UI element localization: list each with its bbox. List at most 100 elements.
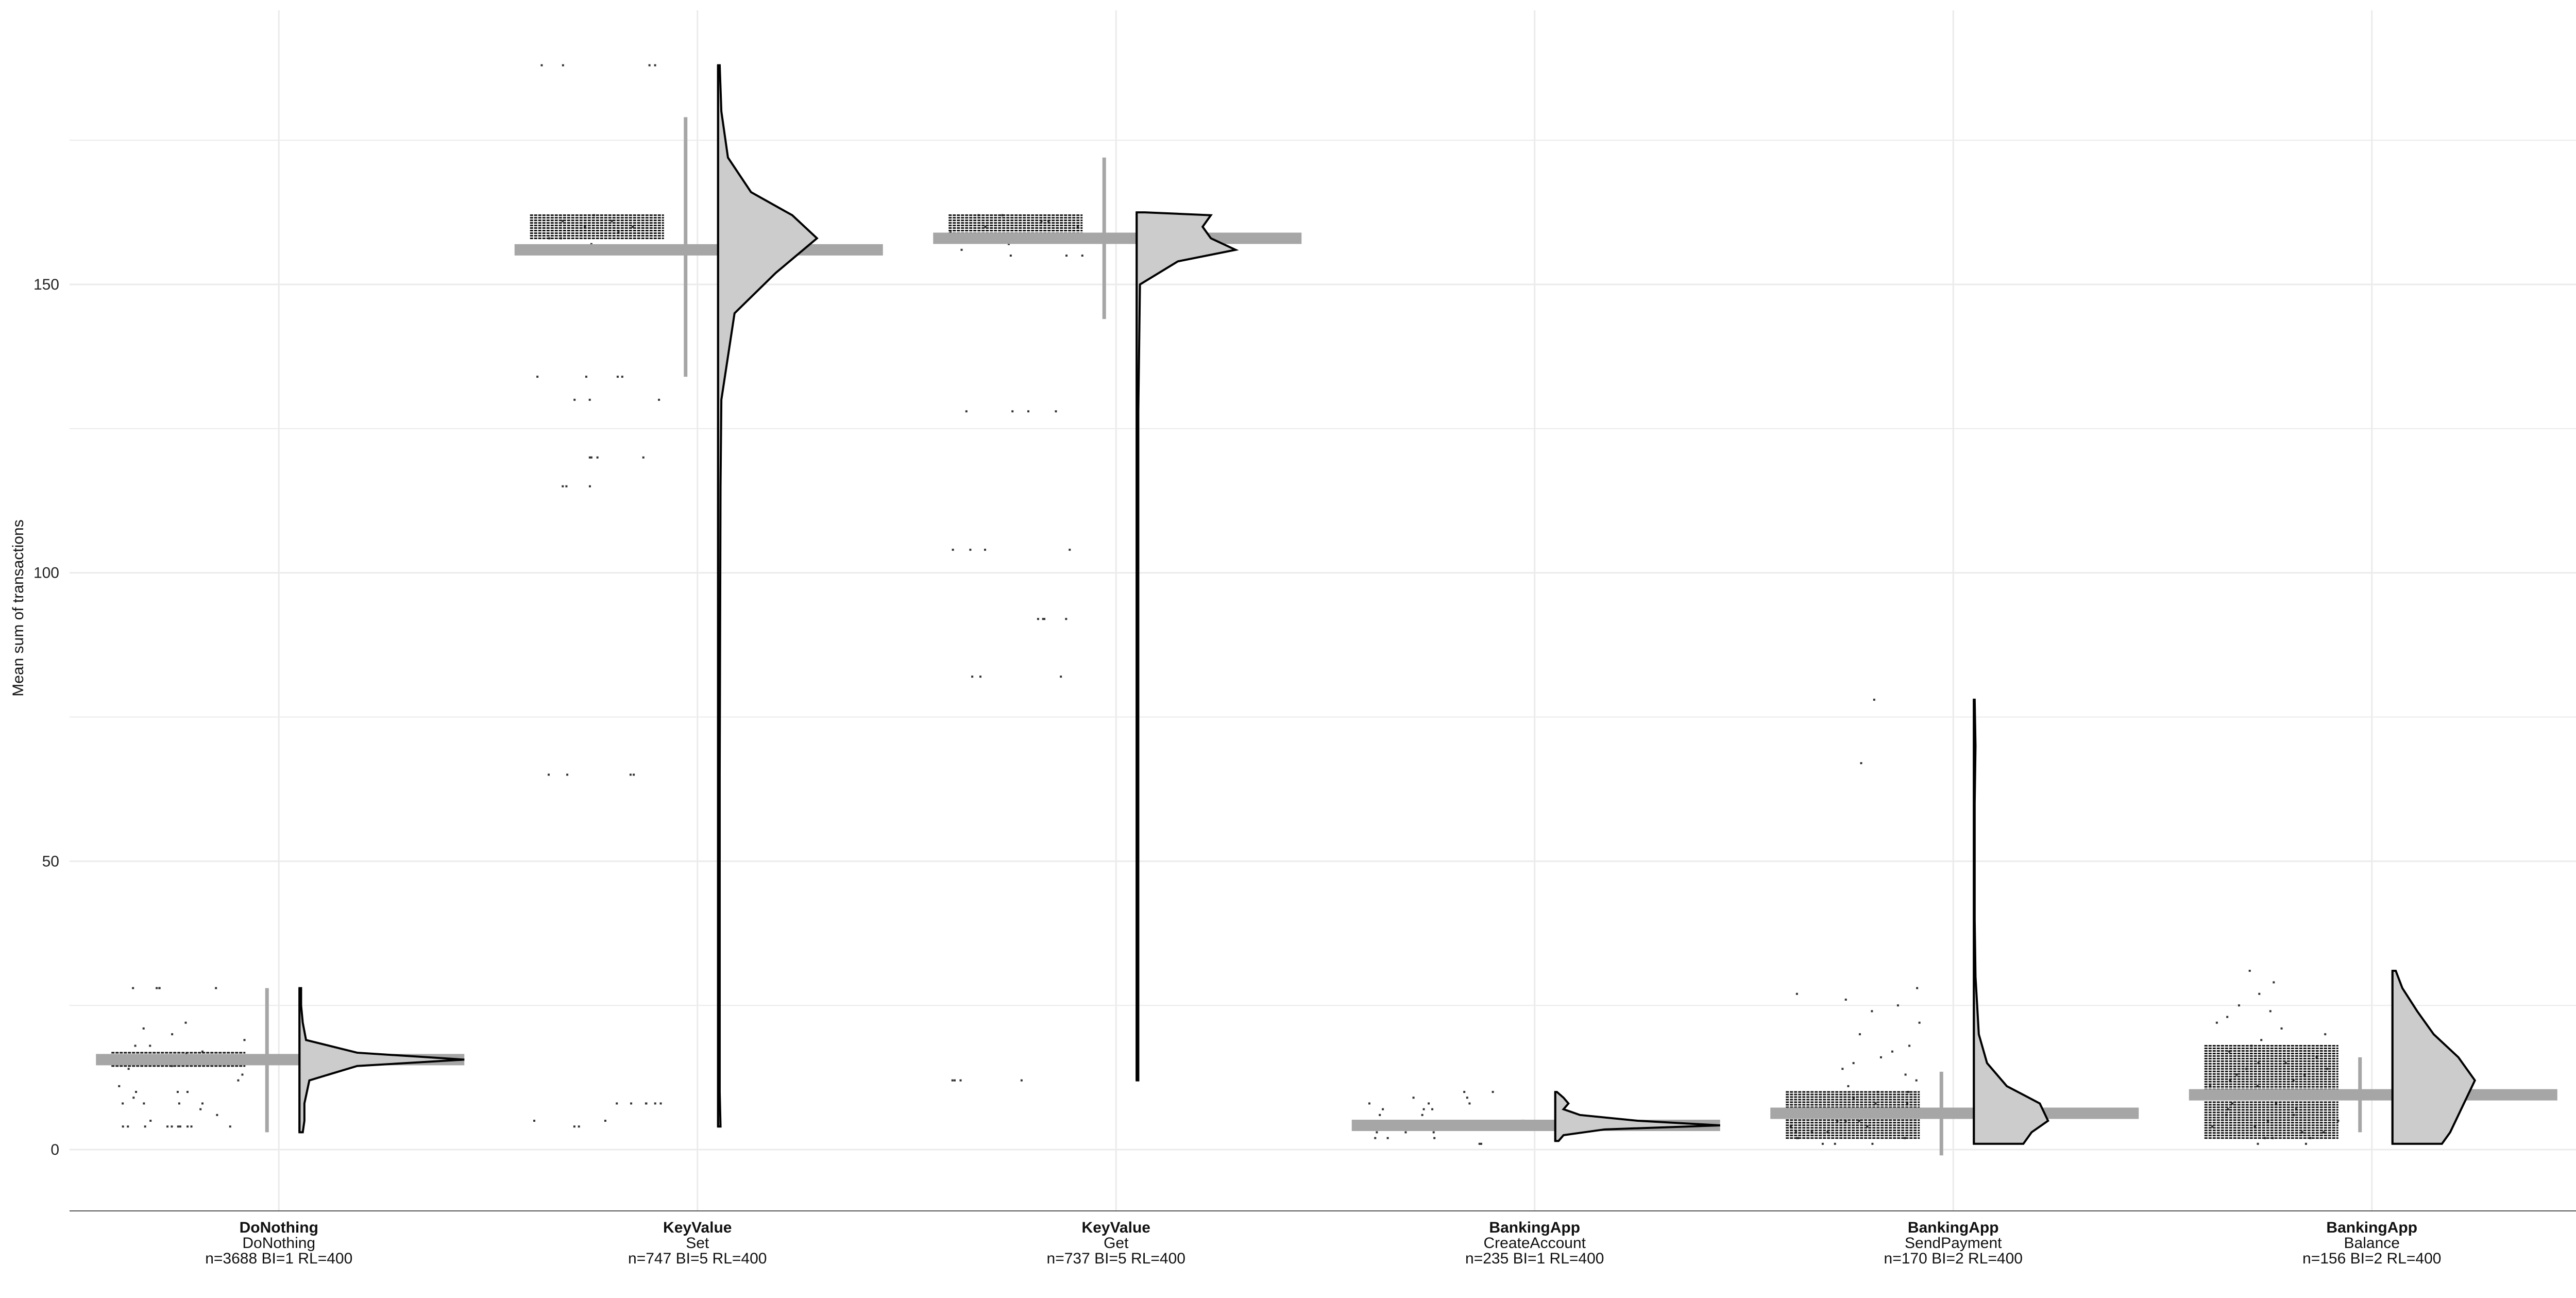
- data-point: [127, 1068, 130, 1070]
- chart-marks: [96, 64, 2557, 1156]
- data-point: [127, 1125, 129, 1128]
- data-point: [540, 64, 543, 66]
- data-point: [1379, 1114, 1381, 1116]
- category-subtitle: Balance: [2344, 1235, 2400, 1252]
- data-point: [2257, 1142, 2259, 1145]
- data-point: [1037, 618, 1039, 620]
- data-point: [2226, 1016, 2229, 1018]
- data-point: [1386, 1137, 1389, 1139]
- category-title: BankingApp: [1489, 1219, 1580, 1236]
- data-point: [1069, 548, 1071, 551]
- data-point: [1076, 226, 1079, 228]
- data-point: [1844, 998, 1847, 1001]
- data-point: [1376, 1131, 1378, 1134]
- data-point: [1915, 1079, 1918, 1082]
- y-tick-label: 50: [42, 853, 59, 870]
- data-point: [118, 1085, 121, 1087]
- data-point: [1404, 1131, 1407, 1134]
- data-point: [1042, 618, 1044, 620]
- data-point: [1879, 1056, 1882, 1058]
- category-group: [96, 987, 465, 1134]
- data-point: [143, 1102, 145, 1105]
- data-point: [132, 1097, 135, 1099]
- data-point: [565, 485, 568, 487]
- data-point: [971, 676, 974, 678]
- data-point: [1065, 618, 1067, 620]
- data-point: [616, 376, 619, 378]
- data-point: [190, 1125, 193, 1128]
- data-point: [1789, 1125, 1792, 1128]
- data-point: [177, 1125, 179, 1128]
- data-point: [2253, 1125, 2256, 1128]
- data-point: [965, 410, 968, 413]
- data-point: [588, 398, 591, 401]
- data-point: [1432, 1131, 1435, 1134]
- density-shape: [2391, 970, 2477, 1145]
- data-point: [1065, 255, 1068, 257]
- data-point: [566, 773, 569, 776]
- data-point: [1904, 1137, 1906, 1139]
- data-point: [171, 1125, 173, 1128]
- y-tick-label: 100: [33, 565, 59, 582]
- mean-bar: [1770, 1107, 2139, 1119]
- data-point: [1916, 987, 1919, 989]
- data-point: [952, 548, 954, 551]
- data-point: [1368, 1102, 1370, 1105]
- data-point: [596, 456, 599, 459]
- data-point: [604, 1120, 606, 1122]
- data-point: [171, 1033, 174, 1036]
- data-point: [578, 1125, 580, 1128]
- data-point: [2229, 1079, 2231, 1082]
- data-point: [1896, 1004, 1899, 1007]
- data-point: [1468, 1102, 1471, 1105]
- data-point: [562, 64, 564, 66]
- data-point: [1422, 1108, 1425, 1110]
- mean-bar: [514, 244, 883, 256]
- data-point: [2260, 1039, 2263, 1041]
- data-point: [1797, 1137, 1799, 1139]
- data-point: [2324, 1033, 2327, 1036]
- density-shape: [1973, 698, 2049, 1145]
- category-stats: n=156 BI=2 RL=400: [2302, 1250, 2441, 1267]
- data-point: [2304, 1142, 2307, 1145]
- category-group: [2189, 970, 2557, 1145]
- data-point: [142, 1027, 145, 1030]
- data-point: [1874, 1102, 1877, 1105]
- data-point: [1795, 992, 1798, 995]
- data-point: [1871, 1010, 1873, 1013]
- data-point: [1428, 1102, 1430, 1105]
- category-stats: n=747 BI=5 RL=400: [628, 1250, 767, 1267]
- data-point: [1081, 255, 1083, 257]
- data-point: [633, 773, 635, 776]
- data-point: [1433, 1137, 1436, 1139]
- data-point: [1908, 1044, 1911, 1047]
- data-point: [1492, 1091, 1494, 1093]
- data-point: [122, 1125, 124, 1128]
- category-group: [514, 64, 883, 1128]
- data-point: [979, 676, 982, 678]
- data-point: [562, 220, 564, 222]
- grid-lines: [70, 10, 2576, 1211]
- data-point: [654, 64, 656, 66]
- data-point: [2256, 1085, 2259, 1087]
- category-title: KeyValue: [663, 1219, 732, 1236]
- data-point: [1009, 255, 1012, 257]
- data-point: [1060, 676, 1062, 678]
- category-group: [1351, 1091, 1720, 1145]
- y-tick-label: 0: [50, 1141, 59, 1158]
- data-point: [2292, 1079, 2295, 1082]
- data-point: [1007, 243, 1010, 245]
- data-point: [122, 1102, 124, 1105]
- data-point: [1027, 410, 1029, 413]
- data-point: [621, 376, 623, 378]
- data-point: [2211, 1125, 2214, 1128]
- data-point: [648, 64, 651, 66]
- data-point: [1858, 1120, 1860, 1122]
- data-point: [156, 987, 158, 989]
- data-point: [229, 1125, 231, 1128]
- data-point: [2280, 1027, 2283, 1030]
- data-point: [132, 987, 134, 989]
- category-title: DoNothing: [240, 1219, 318, 1236]
- data-point: [1055, 410, 1057, 413]
